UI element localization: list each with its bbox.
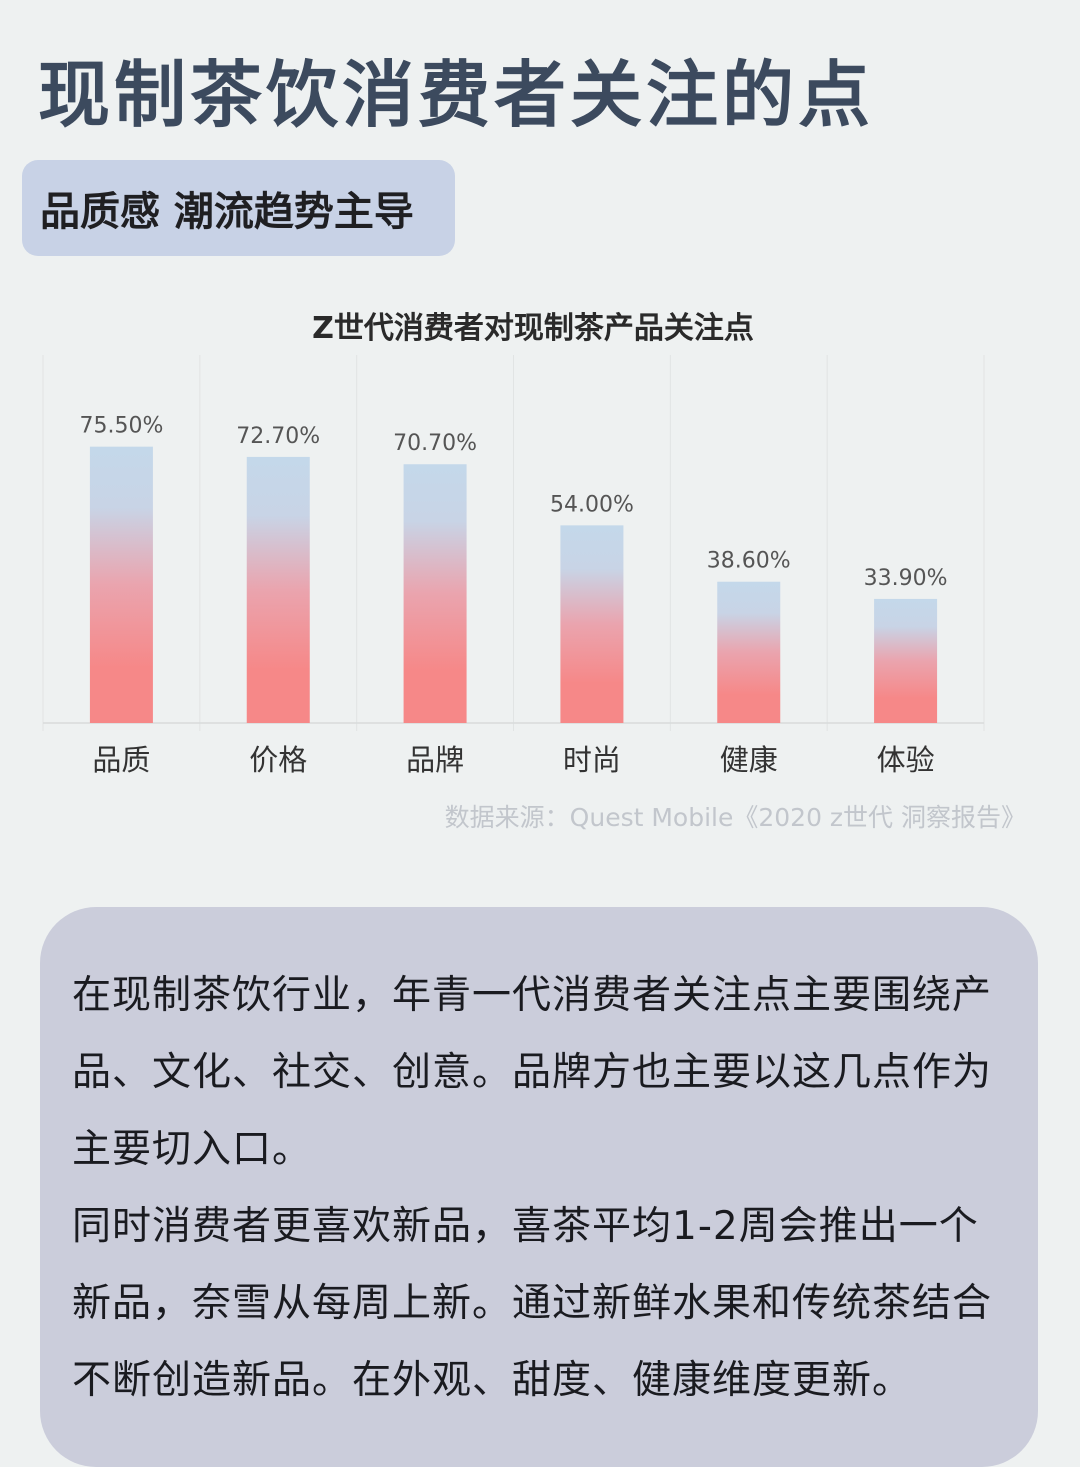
chart-svg: Z世代消费者对现制茶产品关注点 75.50% 品质 72.70% 价格 70.70% 品牌…	[42, 311, 1026, 832]
summary-paragraph-2: 同时消费者更喜欢新品，喜茶平均1-2周会推出一个新品，奈雪从每周上新。通过新鲜水…	[72, 1204, 993, 1403]
x-tick-label-6: 体验	[877, 743, 935, 777]
subtitle-badge: 品质感 潮流趋势主导	[22, 160, 455, 256]
x-tick-label-3: 品牌	[406, 743, 464, 777]
page-title: 现制茶饮消费者关注的点	[38, 53, 875, 137]
x-tick-label-5: 健康	[720, 743, 778, 777]
data-label-3: 70.70%	[393, 431, 477, 456]
bar-3	[403, 464, 467, 723]
summary-paragraph-1: 在现制茶饮行业，年青一代消费者关注点主要围绕产品、文化、社交、创意。品牌方也主要…	[72, 973, 993, 1172]
bar-5	[717, 581, 781, 723]
bar-6	[874, 598, 938, 723]
data-label-4: 54.00%	[550, 492, 634, 517]
chart-title: Z世代消费者对现制茶产品关注点	[312, 311, 754, 346]
data-label-5: 38.60%	[707, 549, 791, 574]
bar-1	[89, 446, 153, 723]
x-tick-label-2: 价格	[249, 743, 307, 777]
bar-2	[246, 456, 310, 723]
bar-4	[560, 525, 624, 723]
summary-card: 在现制茶饮行业，年青一代消费者关注点主要围绕产品、文化、社交、创意。品牌方也主要…	[40, 907, 1038, 1467]
data-label-2: 72.70%	[236, 424, 320, 449]
data-label-1: 75.50%	[79, 414, 163, 439]
x-tick-label-1: 品质	[92, 743, 150, 777]
source-note: 数据来源：Quest Mobile《2020 z世代 洞察报告》	[445, 803, 1026, 832]
bar-chart: Z世代消费者对现制茶产品关注点 75.50% 品质 72.70% 价格 70.70% 品牌…	[0, 290, 1080, 860]
data-label-6: 33.90%	[864, 566, 948, 591]
x-tick-label-4: 时尚	[563, 743, 621, 777]
